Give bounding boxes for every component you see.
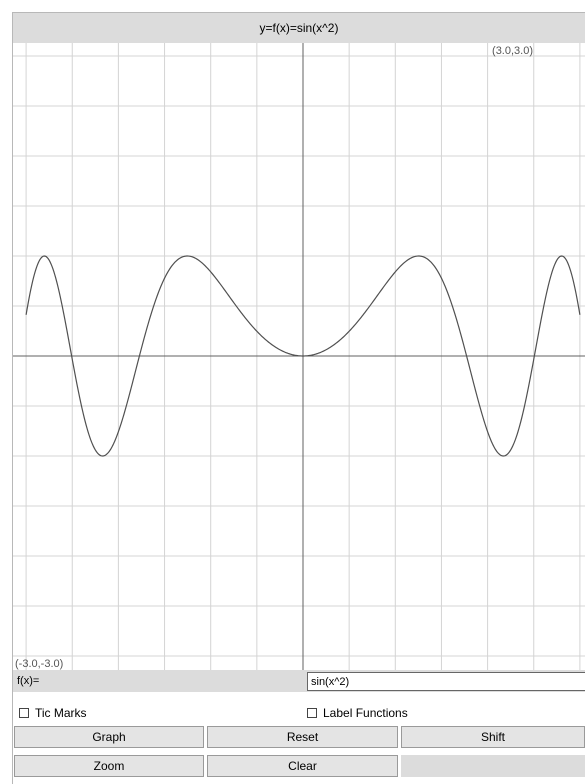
data-point [367,309,368,310]
data-point [35,270,36,271]
data-point [579,314,580,315]
bottom-left-corner-label: (-3.0,-3.0) [15,658,64,670]
data-point [210,271,211,272]
data-point [432,263,433,264]
data-point [469,365,470,366]
data-point [284,351,285,352]
data-point [72,359,73,360]
label-functions-label: Label Functions [323,706,408,720]
data-point [487,431,488,432]
data-point [53,270,54,271]
data-point [109,451,110,452]
graph-title-bar: y=f(x)=sin(x^2) [13,13,585,43]
data-point [293,354,294,355]
data-point [99,455,100,456]
data-point [561,256,562,257]
data-point [339,340,340,341]
data-point [238,309,239,310]
data-point [62,310,63,311]
data-point [376,296,377,297]
data-point [496,451,497,452]
data-point [505,455,506,456]
data-point [182,256,183,257]
formula-row: f(x)= [13,670,585,692]
label-functions-checkbox-box[interactable] [307,708,317,718]
data-point [173,263,174,264]
data-point [145,331,146,332]
shift-button[interactable]: Shift [401,726,585,748]
data-point [247,320,248,321]
zoom-button[interactable]: Zoom [14,755,204,777]
data-point [515,440,516,441]
data-point [118,431,119,432]
label-functions-checkbox[interactable]: Label Functions [307,706,408,720]
data-point [330,346,331,347]
empty-button-cell [401,755,585,777]
options-row: Tic Marks Label Functions [13,702,585,722]
data-point [524,405,525,406]
data-point [219,283,220,284]
clear-button[interactable]: Clear [207,755,398,777]
formula-label: f(x)= [17,675,40,687]
data-point [349,331,350,332]
data-point [164,278,165,279]
data-point [127,400,128,401]
tic-marks-checkbox-box[interactable] [19,708,29,718]
applet-frame [12,12,585,784]
data-point [44,256,45,257]
function-curve [25,255,581,457]
data-point [358,320,359,321]
data-point [552,270,553,271]
data-point [256,331,257,332]
data-point [192,256,193,257]
data-point [570,270,571,271]
data-point [201,262,202,263]
data-point [450,301,451,302]
data-point [542,310,543,311]
data-point [422,256,423,257]
tic-marks-label: Tic Marks [35,706,87,720]
data-point [459,331,460,332]
data-point [413,256,414,257]
data-point [155,301,156,302]
plot-svg [13,43,585,670]
data-point [312,354,313,355]
data-point [321,351,322,352]
tic-marks-checkbox[interactable]: Tic Marks [19,706,87,720]
reset-button[interactable]: Reset [207,726,398,748]
data-point [26,314,27,315]
data-point [533,359,534,360]
data-point [478,400,479,401]
graph-button[interactable]: Graph [14,726,204,748]
graph-canvas[interactable]: (3.0,3.0) (-3.0,-3.0) [13,43,585,670]
data-point [229,296,230,297]
data-point [404,262,405,263]
data-point [385,283,386,284]
top-right-corner-label: (3.0,3.0) [492,45,533,57]
graph-title: y=f(x)=sin(x^2) [259,21,339,35]
data-point [441,278,442,279]
data-point [395,271,396,272]
data-point [265,340,266,341]
data-point [275,346,276,347]
data-point [81,405,82,406]
data-point [90,440,91,441]
data-point [136,365,137,366]
data-point [302,355,303,356]
formula-input[interactable] [307,672,585,691]
